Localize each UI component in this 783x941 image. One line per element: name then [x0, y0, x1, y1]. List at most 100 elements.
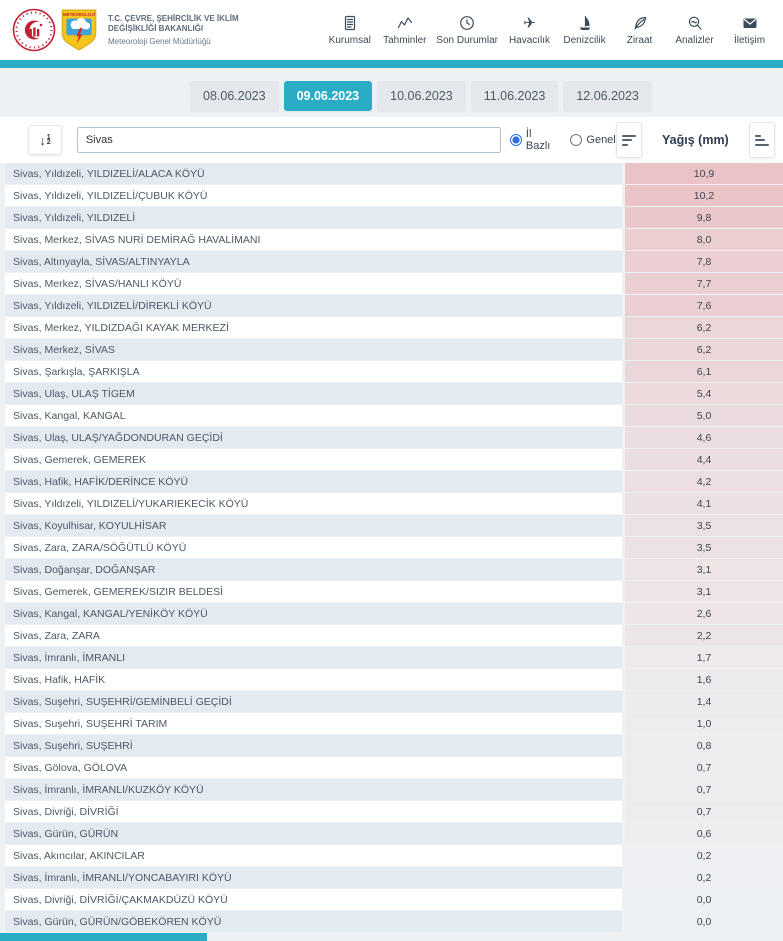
table-row[interactable]: Sivas, Gürün, GÜRÜN 0,6 — [0, 823, 783, 844]
table-row[interactable]: Sivas, Merkez, SİVAS/HANLI KÖYÜ 7,7 — [0, 273, 783, 294]
content: 08.06.2023 09.06.2023 10.06.2023 11.06.2… — [0, 68, 783, 932]
precipitation-value: 1,6 — [625, 669, 783, 690]
radio-genel[interactable]: Genel — [570, 134, 616, 146]
radio-il-bazli[interactable]: İl Bazlı — [509, 128, 559, 152]
table-row[interactable]: Sivas, İmranlı, İMRANLI 1,7 — [0, 647, 783, 668]
station-name: Sivas, Zara, ZARA — [5, 625, 622, 646]
table-row[interactable]: Sivas, Gemerek, GEMEREK/SIZIR BELDESİ 3,… — [0, 581, 783, 602]
precipitation-value: 0,6 — [696, 827, 712, 840]
table-row[interactable]: Sivas, İmranlı, İMRANLI/KUZKÖY KÖYÜ 0,7 — [0, 779, 783, 800]
table-row[interactable]: Sivas, Hafik, HAFİK/DERİNCE KÖYÜ 4,2 — [0, 471, 783, 492]
nav-item-tahminler[interactable]: Tahminler — [381, 15, 428, 46]
station-name: Sivas, Merkez, SİVAS NURİ DEMİRAĞ HAVALİ… — [5, 229, 622, 250]
sort-amount-desc-icon — [621, 134, 636, 146]
ministry-emblem-logo — [12, 8, 56, 52]
table-row[interactable]: Sivas, Doğanşar, DOĞANŞAR 3,1 — [0, 559, 783, 580]
nav-item-iletisim[interactable]: İletişim — [726, 15, 773, 46]
table-row[interactable]: Sivas, Merkez, YILDIZDAĞI KAYAK MERKEZİ … — [0, 317, 783, 338]
table-row[interactable]: Sivas, Merkez, SİVAS 6,2 — [0, 339, 783, 360]
table-row[interactable]: Sivas, Hafik, HAFİK 1,6 — [0, 669, 783, 690]
header-accent-bar — [0, 60, 783, 68]
precipitation-value: 0,2 — [696, 871, 712, 884]
table-row[interactable]: Sivas, Şarkışla, ŞARKIŞLA 6,1 — [0, 361, 783, 382]
table-row[interactable]: Sivas, Gölova, GÖLOVA 0,7 — [0, 757, 783, 778]
table-row[interactable]: Sivas, Zara, ZARA 2,2 — [0, 625, 783, 646]
precipitation-value: 0,7 — [696, 761, 712, 774]
station-name: Sivas, Divriği, DİVRİĞİ — [5, 801, 622, 822]
table-row[interactable]: Sivas, İmranlı, İMRANLI/YONCABAYIRI KÖYÜ… — [0, 867, 783, 888]
table-row[interactable]: Sivas, Divriği, DİVRİĞİ 0,7 — [0, 801, 783, 822]
table-row[interactable]: Sivas, Yıldızeli, YILDIZELİ/ÇUBUK KÖYÜ 1… — [0, 185, 783, 206]
genel-radio-input[interactable] — [570, 134, 583, 146]
table-row[interactable]: Sivas, Yıldızeli, YILDIZELİ/ALACA KÖYÜ 1… — [0, 163, 783, 184]
date-tab-3[interactable]: 11.06.2023 — [470, 81, 559, 111]
date-tab-1[interactable]: 09.06.2023 — [283, 81, 373, 111]
station-name: Sivas, Merkez, SİVAS/HANLI KÖYÜ — [5, 273, 622, 294]
table-row[interactable]: Sivas, Gürün, GÜRÜN/GÖBEKÖREN KÖYÜ 0,0 — [0, 911, 783, 932]
station-name: Sivas, Şarkışla, ŞARKIŞLA — [5, 361, 622, 382]
precipitation-value: 10,9 — [625, 163, 783, 184]
date-tab-2[interactable]: 10.06.2023 — [377, 81, 466, 111]
precipitation-value: 2,2 — [625, 625, 783, 646]
table-row[interactable]: Sivas, Akıncılar, AKINCILAR 0,2 — [0, 845, 783, 866]
table-row[interactable]: Sivas, Suşehri, SUŞEHRİ 0,8 — [0, 735, 783, 756]
brand: METEOROLOJİ T.C. ÇEVRE, ŞEHİRCİLİK VE İK… — [12, 8, 258, 52]
station-name: Sivas, İmranlı, İMRANLI/YONCABAYIRI KÖYÜ — [5, 867, 622, 888]
station-name: Sivas, Akıncılar, AKINCILAR — [5, 845, 622, 866]
precipitation-value: 0,2 — [696, 849, 712, 862]
precipitation-value: 3,5 — [625, 537, 783, 558]
table-row[interactable]: Sivas, Altınyayla, SİVAS/ALTINYAYLA 7,8 — [0, 251, 783, 272]
table-row[interactable]: Sivas, Koyulhisar, KOYULHİSAR 3,5 — [0, 515, 783, 536]
nav-item-ziraat[interactable]: Ziraat — [616, 15, 663, 46]
nav-item-denizcilik[interactable]: Denizcilik — [561, 15, 608, 46]
station-name: Sivas, Zara, ZARA/SÖĞÜTLÜ KÖYÜ — [5, 537, 622, 558]
nav-item-kurumsal[interactable]: Kurumsal — [326, 15, 373, 46]
precipitation-value: 2,6 — [625, 603, 783, 624]
station-name: Sivas, Suşehri, SUŞEHRİ TARIM — [5, 713, 622, 734]
main-nav: Kurumsal Tahminler Son Durumlar ✈ Havacı… — [326, 15, 773, 46]
nav-label: İletişim — [733, 34, 766, 46]
sort-descending-button[interactable] — [615, 122, 642, 158]
table-row[interactable]: Sivas, Yıldızeli, YILDIZELİ/DİREKLİ KÖYÜ… — [0, 295, 783, 316]
station-name: Sivas, Altınyayla, SİVAS/ALTINYAYLA — [5, 251, 622, 272]
precipitation-value: 4,1 — [625, 493, 783, 514]
station-name: Sivas, Yıldızeli, YILDIZELİ — [5, 207, 622, 228]
table-row[interactable]: Sivas, Divriği, DİVRİĞİ/ÇAKMAKDÜZÜ KÖYÜ … — [0, 889, 783, 910]
table-row[interactable]: Sivas, Yıldızeli, YILDIZELİ 9,8 — [0, 207, 783, 228]
date-tab-0[interactable]: 08.06.2023 — [190, 81, 279, 111]
line-chart-icon — [397, 15, 413, 32]
table-row[interactable]: Sivas, Gemerek, GEMEREK 4,4 — [0, 449, 783, 470]
station-name: Sivas, Ulaş, ULAŞ TİGEM — [5, 383, 622, 404]
precipitation-value: 6,2 — [625, 339, 783, 360]
nav-label: Ziraat — [626, 34, 653, 46]
table-row[interactable]: Sivas, Ulaş, ULAŞ TİGEM 5,4 — [0, 383, 783, 404]
table-row[interactable]: Sivas, Zara, ZARA/SÖĞÜTLÜ KÖYÜ 3,5 — [0, 537, 783, 558]
station-name: Sivas, Hafik, HAFİK — [5, 669, 622, 690]
precipitation-value: 3,5 — [625, 515, 783, 536]
table-row[interactable]: Sivas, Kangal, KANGAL/YENİKÖY KÖYÜ 2,6 — [0, 603, 783, 624]
precipitation-value: 0,0 — [696, 915, 712, 928]
table-row[interactable]: Sivas, Merkez, SİVAS NURİ DEMİRAĞ HAVALİ… — [0, 229, 783, 250]
table-row[interactable]: Sivas, Ulaş, ULAŞ/YAĞDONDURAN GEÇİDİ 4,6 — [0, 427, 783, 448]
precipitation-value: 9,8 — [625, 207, 783, 228]
table-row[interactable]: Sivas, Yıldızeli, YILDIZELİ/YUKARIEKECİK… — [0, 493, 783, 514]
station-name: Sivas, İmranlı, İMRANLI — [5, 647, 622, 668]
sort-ascending-button[interactable] — [748, 122, 775, 158]
table-row[interactable]: Sivas, Kangal, KANGAL 5,0 — [0, 405, 783, 426]
search-input[interactable] — [76, 127, 501, 153]
precipitation-value: 3,1 — [625, 581, 783, 602]
station-name: Sivas, Gürün, GÜRÜN/GÖBEKÖREN KÖYÜ — [5, 911, 622, 932]
org-subtitle: Meteoroloji Genel Müdürlüğü — [108, 37, 211, 46]
date-tab-4[interactable]: 12.06.2023 — [563, 81, 652, 111]
station-name: Sivas, Merkez, YILDIZDAĞI KAYAK MERKEZİ — [5, 317, 622, 338]
nav-item-analizler[interactable]: Analizler — [671, 15, 718, 46]
precipitation-value: 10,2 — [625, 185, 783, 206]
table-row[interactable]: Sivas, Suşehri, SUŞEHRİ/GEMİNBELİ GEÇİDİ… — [0, 691, 783, 712]
nav-item-son-durumlar[interactable]: Son Durumlar — [436, 15, 498, 46]
precipitation-value: 1,7 — [625, 647, 783, 668]
il-bazli-radio-input[interactable] — [509, 134, 522, 146]
nav-item-havacilik[interactable]: ✈ Havacılık — [506, 15, 553, 46]
table-row[interactable]: Sivas, Suşehri, SUŞEHRİ TARIM 1,0 — [0, 713, 783, 734]
station-name: Sivas, Kangal, KANGAL — [5, 405, 622, 426]
